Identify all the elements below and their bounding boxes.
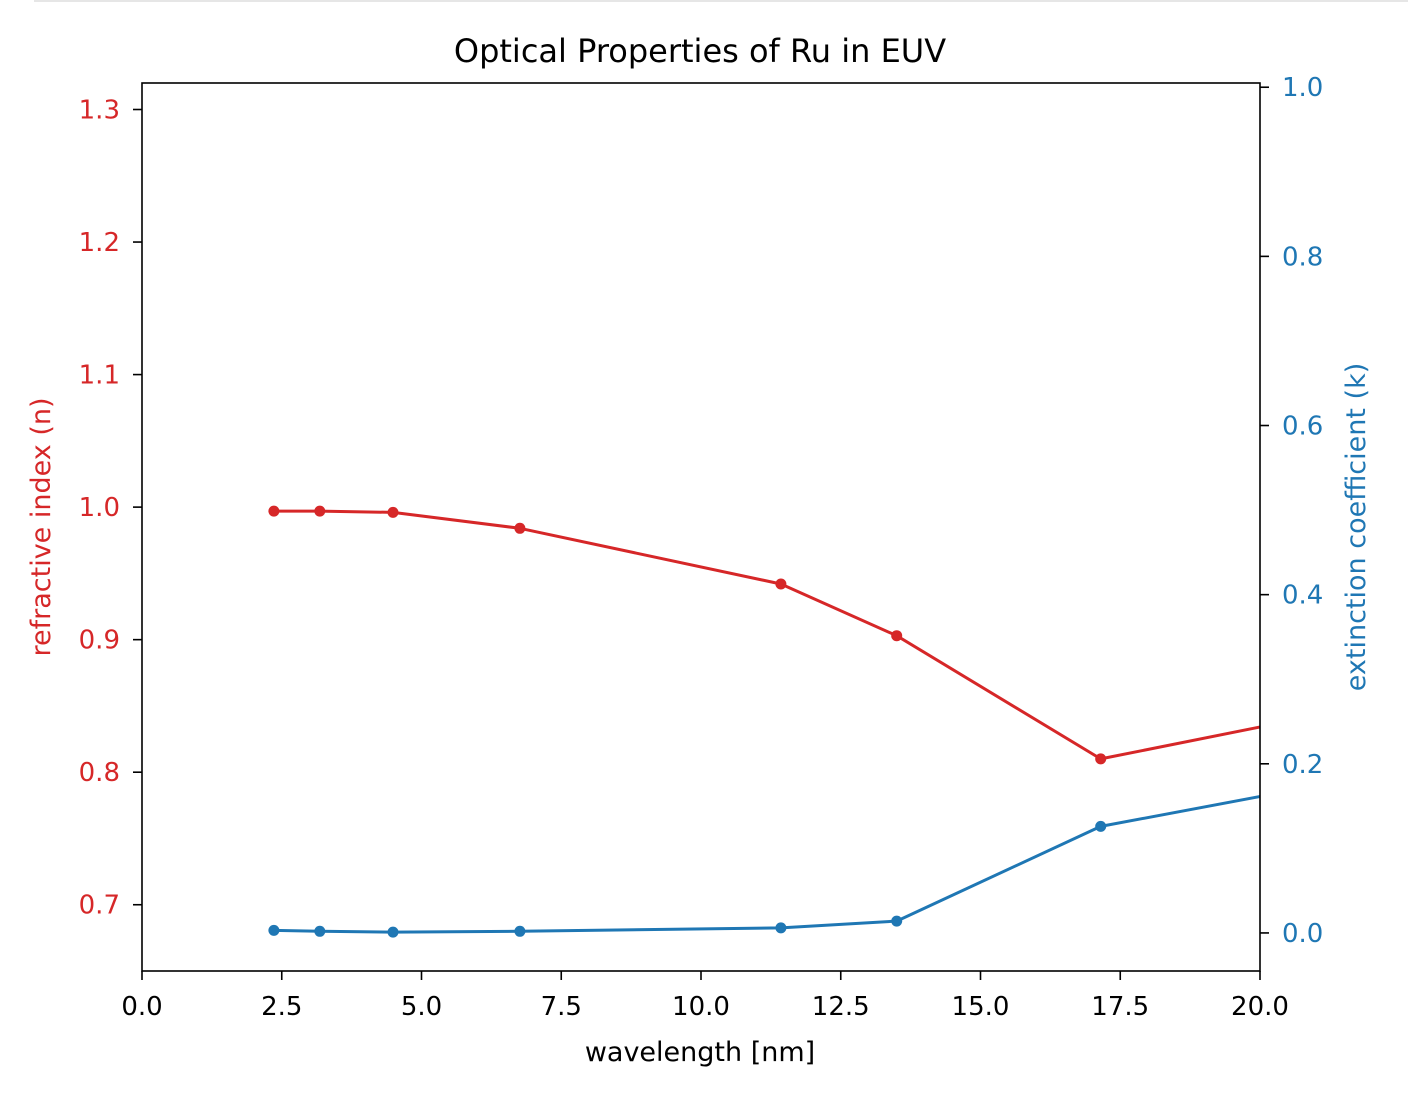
- axes: 0.0 2.5 5.0 7.5 10.0 12.5 15.0 17.5 20.0 0.7 0.8 0.…: [79, 73, 1324, 1022]
- plot-area: [268, 505, 1305, 938]
- y-left-tick-label: 0.9: [79, 626, 120, 656]
- x-tick-label: 0.0: [121, 992, 162, 1022]
- x-tick-label: 10.0: [672, 992, 730, 1022]
- y-right-tick-label: 0.4: [1282, 581, 1323, 611]
- x-tick-label: 5.0: [401, 992, 442, 1022]
- data-point-k: [514, 925, 526, 937]
- data-point-n: [514, 522, 526, 534]
- data-point-n: [387, 506, 399, 518]
- chart-title: Optical Properties of Ru in EUV: [454, 32, 946, 70]
- data-point-k: [1095, 820, 1107, 832]
- y-left-tick-label: 0.8: [79, 758, 120, 788]
- data-point-k: [891, 915, 903, 927]
- data-point-k: [268, 924, 280, 936]
- x-tick-label: 7.5: [541, 992, 582, 1022]
- x-tick-label: 17.5: [1091, 992, 1149, 1022]
- y-right-tick-label: 0.6: [1282, 412, 1323, 442]
- series-line-k: [273, 795, 1260, 934]
- data-point-k: [314, 925, 326, 937]
- series-line-n: [273, 509, 1260, 761]
- top-border: [34, 0, 1408, 2]
- y-left-tick-label: 1.3: [79, 96, 120, 126]
- y-left-tick-label: 0.7: [79, 891, 120, 921]
- data-point-n: [1294, 714, 1305, 725]
- y-left-tick-label: 1.2: [79, 228, 120, 258]
- x-tick-label: 20.0: [1231, 992, 1289, 1022]
- data-point-k: [387, 926, 399, 938]
- y-left-tick-label: 1.0: [79, 493, 120, 523]
- y-right-tick-label: 0.2: [1282, 750, 1323, 780]
- data-point-n: [268, 505, 280, 517]
- data-point-n: [891, 630, 903, 642]
- x-tick-label: 2.5: [261, 992, 302, 1022]
- y-right-tick-label: 1.0: [1282, 73, 1323, 103]
- data-point-n: [775, 578, 787, 590]
- x-axis-label: wavelength [nm]: [585, 1037, 815, 1068]
- y-left-axis-label: refractive index (n): [26, 397, 57, 656]
- y-right-tick-label: 0.0: [1282, 919, 1323, 949]
- data-point-k: [1294, 784, 1305, 795]
- y-right-axis-label: extinction coefficient (k): [1341, 363, 1372, 691]
- data-point-n: [1095, 753, 1107, 765]
- data-point-n: [314, 505, 326, 517]
- x-tick-label: 12.5: [812, 992, 870, 1022]
- y-left-tick-label: 1.1: [79, 361, 120, 391]
- y-right-tick-label: 0.8: [1282, 242, 1323, 272]
- plot-frame: [141, 82, 1261, 972]
- x-tick-label: 15.0: [952, 992, 1010, 1022]
- data-point-k: [775, 922, 787, 934]
